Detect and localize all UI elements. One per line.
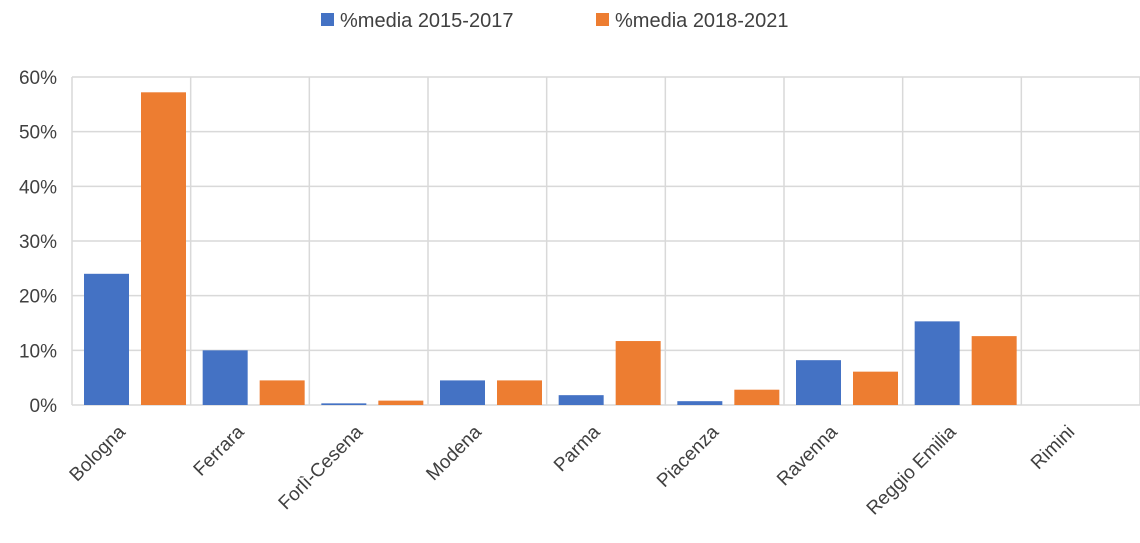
bar-2-parma — [615, 341, 661, 405]
bar-2-bologna — [141, 92, 186, 405]
bar-1-bologna — [84, 273, 129, 405]
x-tick-label: Forlì-Cesena — [275, 421, 368, 514]
bar-2-forl-cesena — [378, 400, 424, 405]
legend-label-series-1: %media 2015-2017 — [340, 10, 513, 32]
bar-2-ravenna — [853, 371, 898, 405]
bar-1-modena — [440, 380, 485, 405]
y-tick-label: 40% — [19, 177, 57, 198]
x-tick-label: Ferrara — [190, 421, 249, 480]
y-tick-label: 50% — [19, 123, 57, 144]
legend-swatch-series-2 — [596, 13, 609, 26]
x-tick-label: Ravenna — [773, 421, 842, 490]
legend: %media 2015-2017 %media 2018-2021 — [321, 10, 788, 32]
bar-1-ravenna — [796, 360, 841, 405]
y-tick-label: 0% — [30, 396, 58, 417]
bar-2-ferrara — [259, 380, 305, 405]
x-tick-label: Bologna — [66, 421, 130, 485]
x-tick-label: Modena — [422, 421, 486, 485]
bar-1-forl-cesena — [321, 403, 367, 405]
bar-1-parma — [558, 395, 604, 405]
bar-2-piacenza — [734, 389, 780, 405]
x-tick-label: Piacenza — [653, 421, 723, 491]
bar-2-reggio-emilia — [971, 336, 1017, 405]
bars — [84, 92, 1017, 405]
bar-1-reggio-emilia — [914, 321, 960, 405]
x-tick-label: Parma — [550, 421, 605, 476]
y-tick-label: 60% — [19, 68, 57, 89]
y-tick-label: 30% — [19, 232, 57, 253]
bar-1-piacenza — [677, 401, 723, 405]
bar-2-modena — [497, 380, 542, 405]
x-tick-label: Rimini — [1027, 422, 1079, 474]
x-tick-label: Reggio Emilia — [863, 421, 961, 519]
x-axis: Bologna Ferrara Forlì-Cesena Modena Parma Pia… — [66, 421, 1079, 519]
legend-swatch-series-1 — [321, 13, 334, 26]
y-tick-label: 10% — [19, 341, 57, 362]
bar-1-ferrara — [202, 350, 248, 405]
y-axis: 0% 10% 20% 30% 40% 50% 60% — [19, 68, 57, 417]
legend-label-series-2: %media 2018-2021 — [615, 10, 788, 32]
y-tick-label: 20% — [19, 287, 57, 308]
gridlines — [71, 76, 1140, 406]
